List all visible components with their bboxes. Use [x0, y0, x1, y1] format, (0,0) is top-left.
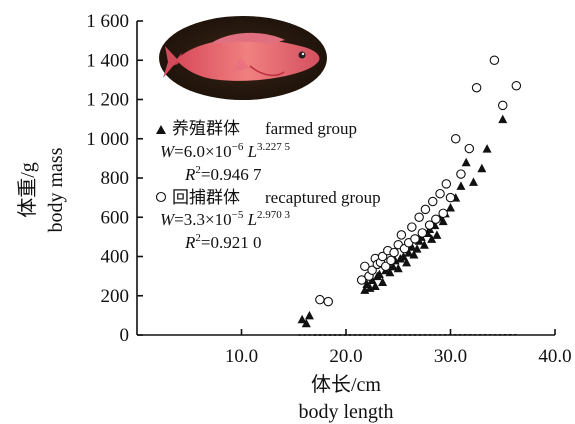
data-point-recaptured	[441, 179, 452, 189]
y-tick-label: 1 200	[86, 90, 129, 111]
data-point-recaptured	[417, 228, 428, 238]
data-point-farmed	[432, 230, 442, 239]
y-tick-label: 1 400	[86, 50, 129, 71]
data-point-recaptured	[386, 255, 396, 266]
x-tick-label: 30.0	[434, 346, 467, 367]
data-point-recaptured	[471, 82, 482, 93]
x-axis-title-en: body length	[299, 401, 394, 423]
data-point-recaptured	[323, 296, 333, 307]
data-point-recaptured	[456, 169, 466, 179]
data-point-farmed	[297, 314, 307, 324]
data-point-recaptured	[450, 134, 461, 144]
data-point-recaptured	[360, 261, 370, 272]
data-point-farmed	[438, 216, 448, 226]
data-point-farmed	[385, 267, 395, 277]
y-tick-label: 1 000	[86, 129, 129, 150]
data-point-farmed	[301, 318, 311, 328]
legend-recaptured-cn: 回捕群体	[172, 188, 240, 207]
legend-recaptured-r2: R2=0.921 0	[184, 232, 261, 252]
legend-circle-marker	[155, 191, 167, 203]
data-point-recaptured	[489, 55, 500, 65]
data-point-recaptured	[464, 143, 475, 154]
data-points	[297, 55, 522, 328]
data-point-farmed	[370, 281, 380, 290]
data-point-farmed	[388, 261, 398, 271]
data-point-farmed	[456, 181, 466, 190]
legend: 养殖群体 farmed group W=6.0×10−6 L3.227 5 R2…	[155, 119, 381, 252]
x-tick-label: 10.0	[225, 346, 258, 367]
data-point-recaptured	[427, 196, 438, 207]
data-point-recaptured	[377, 251, 388, 262]
legend-farmed-cn: 养殖群体	[172, 119, 240, 138]
data-point-recaptured	[511, 81, 522, 91]
data-point-farmed	[404, 248, 414, 257]
data-point-farmed	[412, 244, 422, 253]
data-point-recaptured	[438, 208, 448, 219]
legend-recaptured-en: recaptured group	[265, 188, 381, 207]
data-point-recaptured	[431, 214, 441, 224]
legend-farmed-en: farmed group	[265, 119, 357, 138]
data-point-farmed	[468, 177, 478, 186]
data-point-farmed	[304, 310, 314, 320]
x-tick-label: 40.0	[538, 346, 571, 367]
y-axis-title-cn: 体重/g	[16, 162, 39, 218]
data-point-farmed	[446, 202, 455, 212]
data-point-recaptured	[380, 261, 391, 272]
data-point-farmed	[461, 157, 471, 167]
data-point-recaptured	[445, 192, 456, 203]
y-tick-label: 400	[101, 247, 130, 268]
legend-farmed-r2: R2=0.946 7	[184, 164, 262, 184]
data-point-farmed	[393, 263, 403, 273]
data-point-farmed	[409, 250, 419, 259]
data-point-recaptured	[396, 230, 407, 240]
data-point-farmed	[367, 275, 377, 285]
axis-ticks: 0 200 400 600 800 1 000 1 200 1 400 1 600 10.0 20.…	[86, 11, 571, 367]
y-tick-label: 800	[101, 168, 130, 189]
data-point-farmed	[378, 277, 388, 287]
y-tick-label: 600	[101, 207, 130, 228]
legend-triangle-marker	[156, 125, 166, 134]
fish-photo	[159, 16, 327, 100]
data-point-recaptured	[424, 220, 435, 230]
data-point-farmed	[427, 234, 437, 243]
data-point-farmed	[419, 240, 429, 249]
data-point-recaptured	[389, 247, 399, 258]
x-tick-label: 20.0	[329, 346, 362, 367]
data-point-recaptured	[410, 234, 420, 244]
y-tick-label: 1 600	[86, 11, 129, 32]
data-point-recaptured	[420, 204, 431, 215]
data-point-farmed	[398, 252, 408, 261]
data-point-farmed	[374, 269, 384, 279]
data-point-recaptured	[356, 275, 367, 285]
data-point-recaptured	[497, 100, 508, 111]
data-point-recaptured	[407, 222, 417, 232]
data-point-farmed	[498, 114, 508, 124]
data-point-farmed	[407, 242, 417, 251]
data-point-recaptured	[315, 294, 325, 305]
data-point-recaptured	[367, 265, 377, 275]
y-tick-label: 0	[120, 325, 130, 346]
data-point-farmed	[482, 144, 492, 153]
y-axis-title-en: body mass	[45, 147, 67, 232]
data-point-recaptured	[435, 188, 445, 199]
data-point-recaptured	[414, 212, 424, 223]
legend-recaptured-equation: W=3.3×10−5 L2.970 3	[160, 209, 291, 229]
y-tick-label: 200	[101, 286, 130, 307]
legend-farmed-equation: W=6.0×10−6 L3.227 5	[160, 141, 291, 161]
data-point-farmed	[477, 163, 487, 173]
x-axis-title-cn: 体长/cm	[311, 373, 381, 396]
data-point-farmed	[402, 257, 412, 267]
